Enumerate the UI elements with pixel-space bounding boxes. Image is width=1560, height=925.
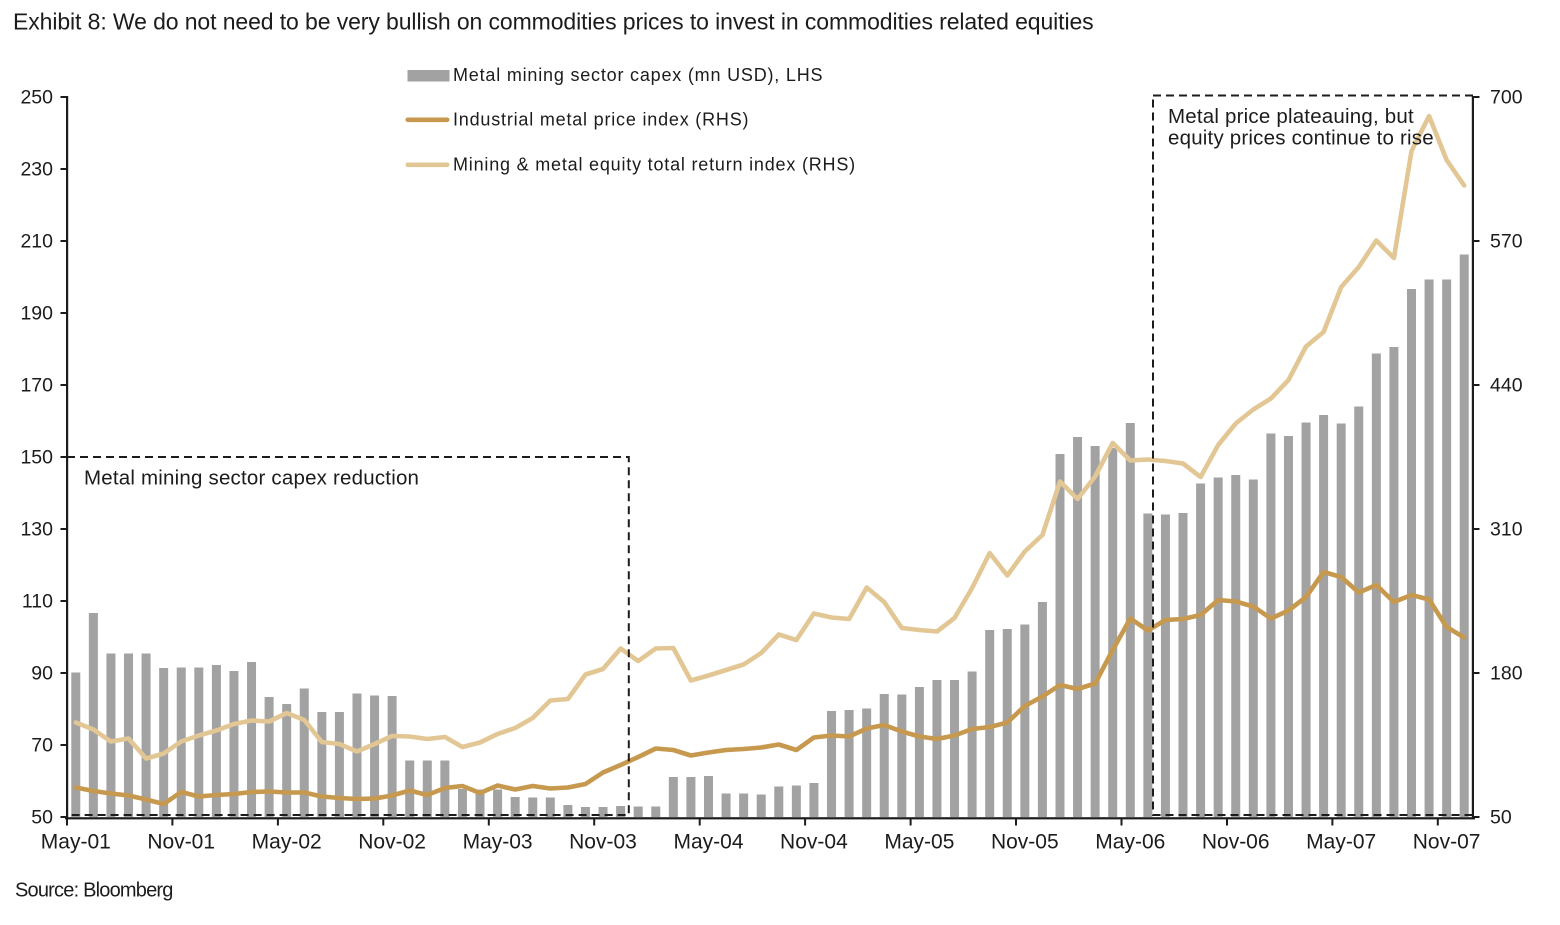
svg-text:Metal mining sector capex redu: Metal mining sector capex reduction [84,467,419,490]
svg-text:Nov-07: Nov-07 [1413,831,1481,854]
svg-text:170: 170 [20,375,53,397]
svg-text:Metal price plateauing, but: Metal price plateauing, but [1168,105,1414,128]
svg-text:Nov-05: Nov-05 [991,831,1059,854]
svg-text:250: 250 [20,87,53,109]
svg-text:May-07: May-07 [1306,831,1376,854]
svg-text:440: 440 [1490,375,1523,397]
svg-text:May-06: May-06 [1095,831,1165,854]
svg-text:Nov-01: Nov-01 [147,831,215,854]
svg-text:May-02: May-02 [252,831,322,854]
svg-text:310: 310 [1490,519,1523,541]
svg-text:May-03: May-03 [463,831,533,854]
svg-text:Metal mining sector capex (mn: Metal mining sector capex (mn USD), LHS [453,65,823,85]
svg-text:Industrial metal price index (: Industrial metal price index (RHS) [453,110,749,130]
svg-text:230: 230 [20,159,53,181]
svg-text:Source: Bloomberg: Source: Bloomberg [15,880,173,902]
svg-text:700: 700 [1490,87,1523,109]
svg-text:Exhibit 8: We do not need to b: Exhibit 8: We do not need to be very bul… [13,9,1094,35]
svg-text:Nov-04: Nov-04 [780,831,848,854]
svg-text:50: 50 [1490,807,1512,829]
svg-text:Nov-06: Nov-06 [1202,831,1270,854]
svg-text:210: 210 [20,231,53,253]
svg-text:May-01: May-01 [41,831,111,854]
svg-text:180: 180 [1490,663,1523,685]
svg-text:570: 570 [1490,231,1523,253]
svg-text:90: 90 [31,663,53,685]
svg-text:50: 50 [31,807,53,829]
svg-text:Mining & metal equity total re: Mining & metal equity total return index… [453,155,856,175]
svg-text:May-05: May-05 [884,831,954,854]
svg-text:May-04: May-04 [673,831,743,854]
svg-text:Nov-03: Nov-03 [569,831,637,854]
svg-text:Nov-02: Nov-02 [358,831,426,854]
svg-text:70: 70 [31,735,53,757]
svg-text:equity prices continue to rise: equity prices continue to rise [1168,127,1434,150]
svg-text:110: 110 [22,591,53,613]
svg-text:190: 190 [20,303,53,325]
svg-text:150: 150 [20,447,53,469]
svg-text:130: 130 [20,519,53,541]
